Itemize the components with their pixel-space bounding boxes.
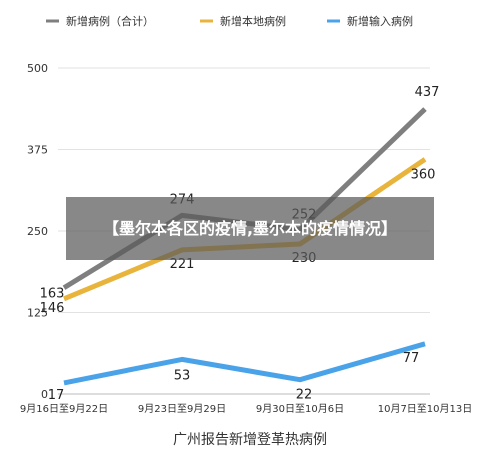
- x-tick-label: 10月7日至10月13日: [378, 403, 473, 415]
- data-label: 77: [403, 351, 420, 366]
- x-tick-label: 9月16日至9月22日: [20, 403, 108, 415]
- overlay-banner: 【墨尔本各区的疫情,墨尔本的疫情情况】: [66, 197, 434, 260]
- y-tick-label: 500: [27, 62, 48, 75]
- series-line: [63, 341, 426, 386]
- data-label: 221: [170, 257, 195, 272]
- legend-label: 新增本地病例: [220, 14, 286, 28]
- data-label: 360: [411, 167, 436, 182]
- y-axis-ticks: 0 125 250 375 500: [27, 62, 48, 401]
- data-label: 53: [174, 368, 191, 383]
- data-label: 22: [296, 388, 313, 403]
- y-tick-label: 125: [27, 307, 48, 320]
- x-tick-label: 9月23日至9月29日: [138, 403, 226, 415]
- legend: 新增病例（合计） 新增本地病例 新增输入病例: [46, 14, 413, 28]
- x-axis-ticks: 9月16日至9月22日 9月23日至9月29日 9月30日至10月6日 10月7日至1…: [20, 403, 472, 415]
- data-label: 163: [40, 287, 65, 302]
- legend-label: 新增病例（合计）: [66, 14, 154, 28]
- overlay-banner-text: 【墨尔本各区的疫情,墨尔本的疫情情况】: [102, 218, 398, 238]
- y-tick-label: 0: [41, 388, 48, 401]
- x-axis-title: 广州报告新增登革热病例: [173, 432, 327, 448]
- y-tick-label: 375: [27, 144, 48, 157]
- y-tick-label: 250: [27, 225, 48, 238]
- x-tick-label: 9月30日至10月6日: [256, 403, 344, 415]
- legend-label: 新增输入病例: [347, 14, 413, 28]
- data-label: 437: [415, 85, 440, 100]
- data-label: 17: [48, 388, 65, 403]
- data-label: 146: [40, 301, 65, 316]
